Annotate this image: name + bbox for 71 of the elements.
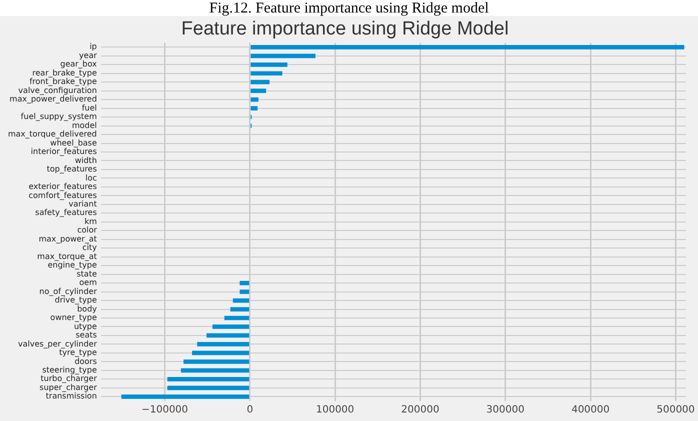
y-tick-label: fuel_suppy_system — [20, 112, 98, 122]
y-tick-label: gear_box — [60, 60, 98, 69]
bar — [250, 62, 288, 67]
y-tick-label: color — [77, 226, 98, 235]
chart-title: Feature importance using Ridge Model — [181, 18, 509, 40]
bar — [250, 54, 316, 58]
y-tick-label: steering_type — [42, 366, 97, 374]
y-tick-label: max_torque_at — [37, 252, 97, 261]
bar — [250, 97, 258, 102]
bar — [250, 71, 282, 76]
y-tick-label: max_torque_delivered — [8, 130, 97, 139]
bar — [224, 316, 250, 320]
bar — [180, 368, 250, 373]
y-tick-label: turbo_charger — [40, 374, 98, 384]
bar — [240, 280, 250, 286]
y-tick-label: top_features — [46, 164, 97, 174]
y-tick-label: exterior_features — [28, 182, 97, 192]
y-tick-label: width — [74, 156, 97, 165]
y-tick-label: variant — [68, 200, 97, 209]
bar — [212, 324, 250, 329]
y-tick-label: valves_per_cylinder — [18, 339, 98, 348]
bar — [121, 394, 250, 399]
bar — [232, 298, 250, 303]
x-tick-label: 200000 — [401, 404, 440, 416]
y-tick-label: wheel_base — [50, 138, 97, 148]
y-tick-label: super_charger — [40, 382, 98, 392]
y-tick-label: state — [76, 269, 97, 278]
x-tick-label: −100000 — [141, 404, 188, 416]
y-tick-label: seats — [76, 330, 97, 340]
y-tick-label: doors — [74, 356, 97, 366]
y-tick-label: interior_features — [30, 147, 97, 156]
y-tick-label: year — [79, 50, 98, 60]
y-tick-label: safety_features — [35, 208, 97, 218]
bar — [230, 307, 250, 312]
y-tick-label: ip — [90, 42, 97, 52]
y-tick-label: model — [72, 120, 97, 130]
bar — [197, 342, 250, 346]
bar — [250, 88, 266, 94]
x-tick-label: 400000 — [571, 404, 610, 416]
y-tick-label: utype — [74, 322, 97, 331]
bar — [206, 333, 250, 338]
bar — [167, 376, 250, 382]
y-tick-label: max_power_at — [38, 234, 97, 244]
bar — [167, 386, 250, 390]
y-tick-label: comfort_features — [28, 190, 97, 200]
bar — [250, 80, 270, 84]
y-tick-label: oem — [79, 278, 98, 288]
y-tick-label: owner_type — [50, 313, 97, 322]
x-tick-label: 0 — [246, 404, 254, 416]
y-tick-label: body — [77, 304, 98, 314]
y-tick-label: city — [82, 243, 98, 252]
caption: Fig.12. Feature importance using Ridge model — [209, 0, 489, 16]
x-tick-label: 500000 — [656, 404, 695, 416]
y-tick-label: max_power_delivered — [10, 94, 97, 104]
bar — [240, 290, 250, 294]
bar — [192, 350, 250, 356]
x-tick-label: 300000 — [486, 404, 524, 416]
x-tick-label: 100000 — [316, 404, 354, 416]
y-tick-label: transmission — [46, 392, 97, 401]
y-tick-label: loc — [85, 173, 97, 182]
y-tick-label: valve_configuration — [18, 86, 97, 95]
bar — [250, 106, 258, 111]
y-tick-label: km — [84, 216, 98, 226]
y-tick-label: engine_type — [48, 260, 97, 270]
y-tick-label: front_brake_type — [29, 77, 97, 86]
bar — [183, 360, 250, 364]
y-tick-label: fuel — [82, 103, 97, 112]
y-tick-label: tyre_type — [59, 348, 97, 358]
y-tick-label: no_of_cylinder — [39, 286, 98, 296]
y-tick-label: drive_type — [54, 296, 97, 305]
y-tick-label: rear_brake_type — [32, 68, 97, 78]
